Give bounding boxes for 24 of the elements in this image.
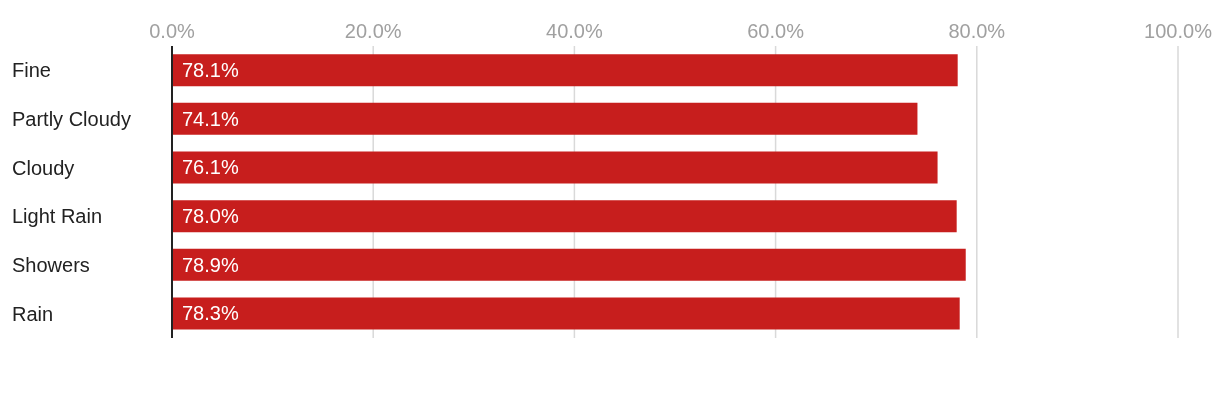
x-tick-label: 80.0% [948, 20, 1006, 42]
y-tick-label: Partly Cloudy [12, 108, 131, 130]
x-tick-label: 100.0% [1144, 20, 1213, 42]
y-tick-label: Showers [12, 254, 90, 276]
data-label: 74.1% [182, 107, 239, 130]
bar [172, 102, 918, 135]
bar [172, 200, 957, 233]
y-tick-label: Rain [12, 302, 54, 325]
x-tick-label: 0.0% [149, 20, 196, 42]
y-tick-label: Light Rain [12, 205, 103, 228]
data-label: 78.0% [182, 205, 239, 228]
bar [172, 151, 938, 184]
bar [172, 297, 960, 330]
x-tick-label: 20.0% [344, 20, 402, 42]
data-label: 78.9% [182, 253, 239, 276]
data-label: 78.1% [182, 59, 239, 82]
y-tick-label: Fine [12, 59, 51, 82]
x-tick-label: 40.0% [546, 20, 603, 42]
y-tick-label: Cloudy [12, 156, 75, 179]
bar [172, 248, 966, 281]
data-label: 76.1% [182, 156, 239, 179]
bar [172, 54, 958, 87]
data-label: 78.3% [182, 302, 239, 325]
x-tick-label: 60.0% [747, 20, 805, 42]
